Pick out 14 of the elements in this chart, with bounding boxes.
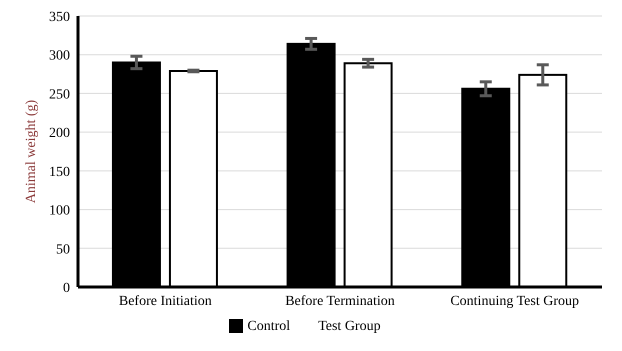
legend-label: Control <box>247 319 290 334</box>
x-tick-label: Continuing Test Group <box>450 294 579 309</box>
y-tick-label: 100 <box>49 204 70 219</box>
y-tick-label: 350 <box>49 10 70 25</box>
y-tick-label: 150 <box>49 164 70 180</box>
y-tick-label: 200 <box>49 126 70 142</box>
y-tick-label: 0 <box>63 280 70 296</box>
y-tick-label: 250 <box>49 87 70 102</box>
y-axis-title: Animal weight (g) <box>24 99 39 204</box>
y-tick-label: 300 <box>49 48 70 64</box>
text: Test Group <box>318 319 381 334</box>
x-tick-label: Before Initiation <box>118 294 212 309</box>
y-tick-label: 50 <box>56 242 70 258</box>
x-tick-label: Before Termination <box>285 294 395 309</box>
